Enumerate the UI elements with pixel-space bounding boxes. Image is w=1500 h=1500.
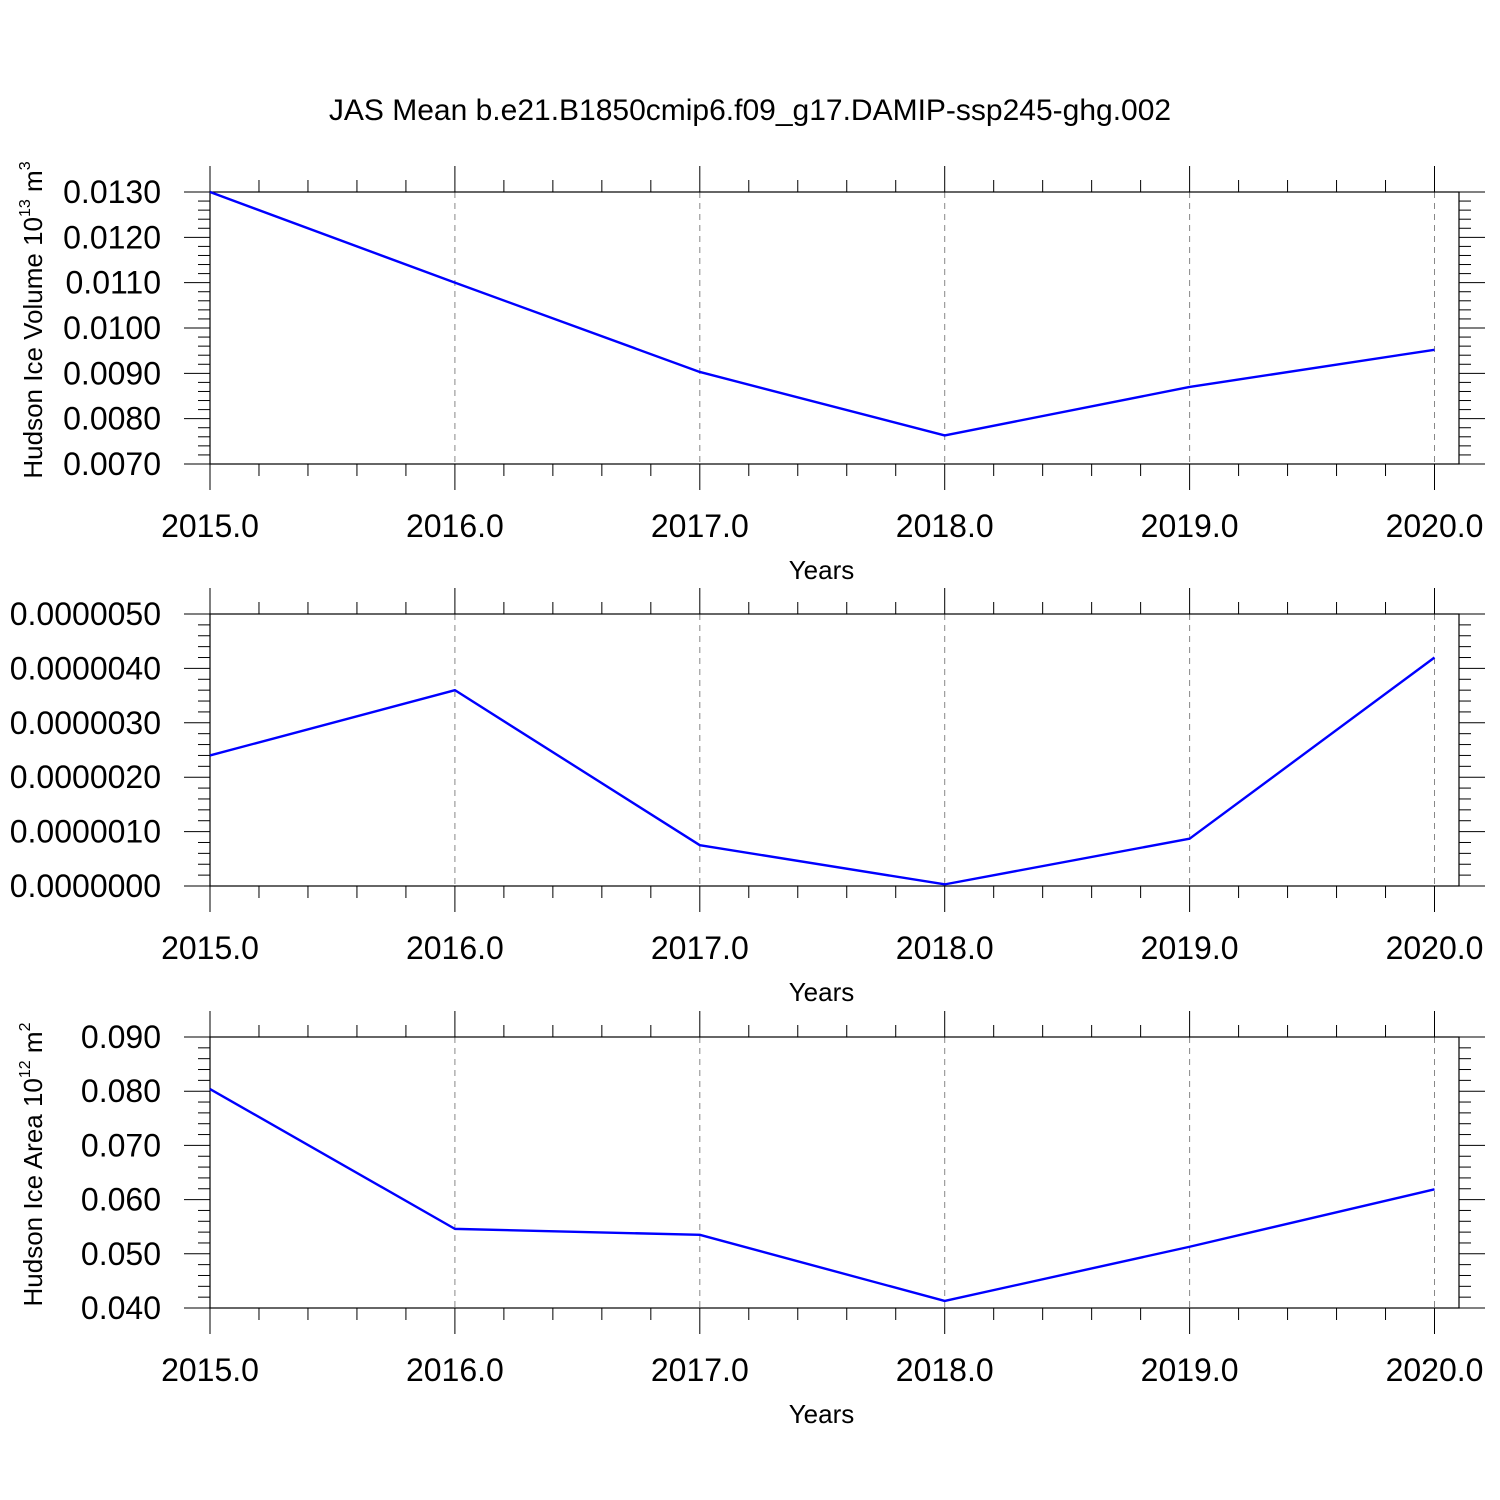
y-tick-label: 0.0000040 <box>10 650 161 686</box>
x-tick-label: 2015.0 <box>161 1352 259 1388</box>
y-tick-label: 0.0000030 <box>10 705 161 741</box>
chart-panel-3: 2015.0 2016.0 2017.0 2018.0 2019.0 2020.0 0.04… <box>17 1011 1485 1429</box>
x-tick-label: 2015.0 <box>161 930 259 966</box>
x-axis-label: Years <box>789 977 855 1007</box>
x-tick-label: 2017.0 <box>651 1352 749 1388</box>
x-tick-label: 2018.0 <box>896 1352 994 1388</box>
x-tick-label: 2018.0 <box>896 508 994 544</box>
plot-frame <box>209 191 1460 465</box>
figure-title: JAS Mean b.e21.B1850cmip6.f09_g17.DAMIP-… <box>329 94 1171 127</box>
x-tick-label: 2017.0 <box>651 508 749 544</box>
y-tick-label: 0.0000000 <box>10 868 161 904</box>
y-tick-label: 0.0000010 <box>10 814 161 850</box>
x-tick-label: 2017.0 <box>651 930 749 966</box>
x-tick-label: 2019.0 <box>1141 1352 1239 1388</box>
y-tick-label: 0.090 <box>81 1019 161 1055</box>
chart-panel-1: 2015.0 2016.0 2017.0 2018.0 2019.0 2020.0 0.00… <box>17 161 1485 585</box>
y-tick-label: 0.0000020 <box>10 759 161 795</box>
y-tick-label: 0.0120 <box>63 219 161 255</box>
x-tick-label: 2016.0 <box>406 508 504 544</box>
x-tick-label: 2019.0 <box>1141 930 1239 966</box>
y-tick-label: 0.0000050 <box>10 596 161 632</box>
series-line <box>209 190 1435 437</box>
plot-frame <box>209 1036 1460 1309</box>
y-tick-label: 0.0110 <box>66 265 162 301</box>
x-tick-label: 2020.0 <box>1386 930 1484 966</box>
x-tick-label: 2018.0 <box>896 930 994 966</box>
x-axis-label: Years <box>789 1399 855 1429</box>
y-tick-label: 0.0130 <box>63 174 161 210</box>
chart-panel-2: 2015.0 2016.0 2017.0 2018.0 2019.0 2020.0 0.00… <box>10 588 1485 1007</box>
y-tick-label: 0.0080 <box>63 401 161 437</box>
x-tick-label: 2019.0 <box>1141 508 1239 544</box>
y-axis-label: Hudson Ice Volume 1013 m3 <box>17 161 48 478</box>
y-tick-label: 0.050 <box>81 1236 161 1272</box>
y-tick-label: 0.0090 <box>63 355 161 391</box>
series-line <box>209 656 1436 886</box>
series-line <box>209 1087 1435 1303</box>
x-tick-label: 2015.0 <box>161 508 259 544</box>
y-axis-label: Hudson Ice Area 1012 m2 <box>17 1022 48 1306</box>
x-tick-label: 2016.0 <box>406 1352 504 1388</box>
x-tick-label: 2020.0 <box>1386 1352 1484 1388</box>
x-tick-label: 2016.0 <box>406 930 504 966</box>
x-tick-label: 2020.0 <box>1386 508 1484 544</box>
y-tick-label: 0.070 <box>81 1127 161 1163</box>
y-tick-label: 0.060 <box>81 1182 161 1218</box>
plot-frame <box>209 613 1460 887</box>
y-tick-label: 0.0070 <box>63 446 161 482</box>
x-axis-label: Years <box>789 555 855 585</box>
y-tick-label: 0.040 <box>81 1290 161 1326</box>
y-tick-label: 0.080 <box>81 1073 161 1109</box>
y-tick-label: 0.0100 <box>63 310 161 346</box>
